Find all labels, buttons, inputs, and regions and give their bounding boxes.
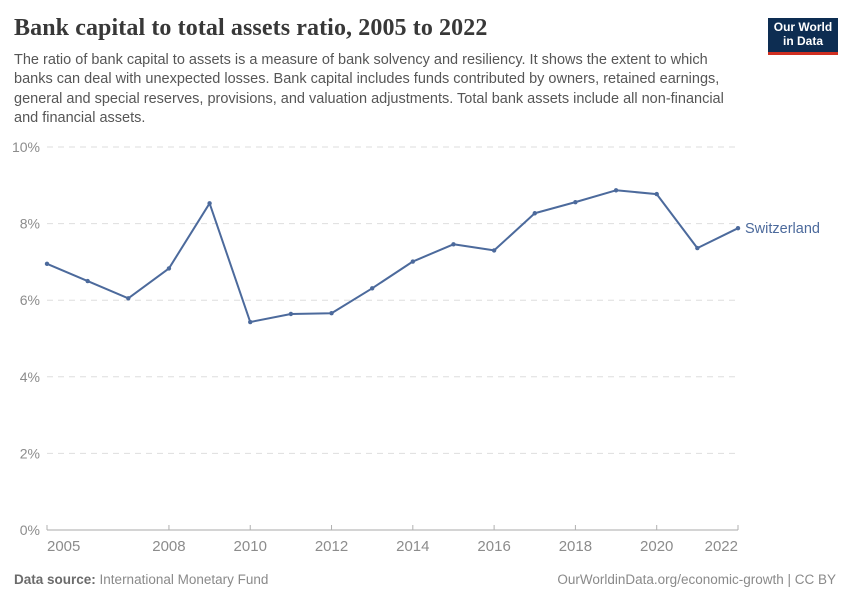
data-source-value: International Monetary Fund xyxy=(99,572,269,587)
y-tick-label: 8% xyxy=(20,216,40,232)
data-point xyxy=(451,242,456,247)
x-tick-label: 2010 xyxy=(234,538,267,555)
line-chart: 0% 2% 4% 6% 8% 10% 2005 2008 2010 2012 2014 2016 201… xyxy=(0,139,850,565)
x-tick-label: 2008 xyxy=(152,538,185,555)
x-tick-label: 2005 xyxy=(47,538,80,555)
x-tick-label: 2014 xyxy=(396,538,429,555)
y-tick-label: 6% xyxy=(20,292,40,308)
x-tick-label: 2016 xyxy=(477,538,510,555)
x-tick-label: 2020 xyxy=(640,538,673,555)
chart-footer: Data source: International Monetary Fund… xyxy=(14,572,836,587)
credit-link[interactable]: OurWorldinData.org/economic-growth | CC … xyxy=(557,572,836,587)
data-point xyxy=(532,211,537,216)
data-point xyxy=(44,261,50,267)
data-point xyxy=(491,248,497,253)
data-source: Data source: International Monetary Fund xyxy=(14,572,268,587)
data-point xyxy=(410,259,416,264)
data-point xyxy=(329,311,334,316)
series-label[interactable]: Switzerland xyxy=(745,221,820,237)
data-point xyxy=(207,201,212,206)
data-point xyxy=(85,278,90,284)
data-point xyxy=(735,225,741,231)
x-tick-label: 2022 xyxy=(705,538,738,555)
data-point xyxy=(573,199,578,205)
data-line[interactable] xyxy=(46,189,739,324)
data-point xyxy=(288,311,294,317)
chart-canvas[interactable]: 0% 2% 4% 6% 8% 10% 2005 2008 2010 2012 2014 2016 201… xyxy=(0,139,850,565)
owid-logo[interactable]: Our World in Data xyxy=(768,18,838,55)
logo-line2: in Data xyxy=(782,33,823,48)
y-tick-label: 10% xyxy=(12,140,40,155)
x-tick-label: 2018 xyxy=(559,538,592,555)
data-point xyxy=(126,296,131,301)
logo-line1: Our World xyxy=(773,20,833,34)
data-point xyxy=(613,188,619,193)
data-point xyxy=(166,266,172,271)
data-point xyxy=(248,319,253,325)
data-point xyxy=(369,286,375,291)
x-tick-label: 2012 xyxy=(315,538,348,555)
data-point xyxy=(695,245,700,251)
page-title: Bank capital to total assets ratio, 2005… xyxy=(14,15,488,41)
data-point xyxy=(654,191,659,197)
y-tick-label: 2% xyxy=(20,445,40,461)
chart-subtitle: The ratio of bank capital to assets is a… xyxy=(14,52,724,127)
chart-header: Bank capital to total assets ratio, 2005… xyxy=(14,15,838,129)
y-tick-label: 4% xyxy=(20,369,40,385)
data-source-label: Data source: xyxy=(14,572,96,587)
y-tick-label: 0% xyxy=(20,522,40,538)
